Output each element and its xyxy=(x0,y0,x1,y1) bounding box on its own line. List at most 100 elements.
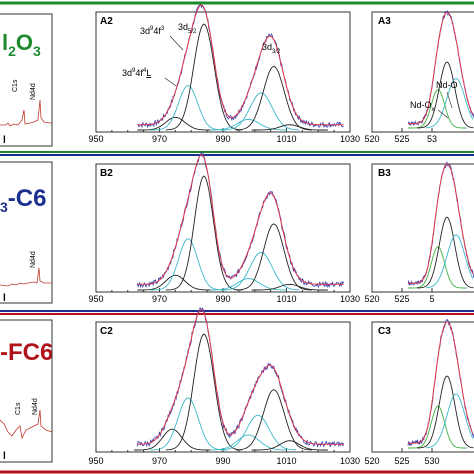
fit-component xyxy=(416,216,474,289)
x-tick-label: 990 xyxy=(215,294,230,304)
x-tick-label: 970 xyxy=(152,294,167,304)
survey-corner-label: l xyxy=(3,293,6,304)
fit-component xyxy=(210,118,287,131)
survey-frame xyxy=(0,13,53,147)
nd3d-panel-b: 950 970 990 1010 1030 B2 xyxy=(88,150,360,304)
fit-envelope xyxy=(408,321,474,444)
x-tick-label: 1030 xyxy=(340,134,360,144)
fit-component xyxy=(222,92,300,131)
x-tick-label: 950 xyxy=(88,134,103,144)
fit-component xyxy=(251,124,328,131)
survey-label-nd4d: Nd4d xyxy=(30,251,37,268)
annotation-leader xyxy=(437,109,449,119)
survey-corner-label: l xyxy=(3,135,6,146)
row-c-title: -FC6 xyxy=(0,339,53,366)
o1s-panel-c: 520 525 530 C3 xyxy=(364,318,474,466)
fit-component xyxy=(235,389,312,451)
fit-envelope xyxy=(137,4,344,126)
fit-envelope xyxy=(137,154,344,285)
annotation-3d9-4f3: 3d94f3 xyxy=(140,26,165,36)
nd3d-panel-c: 950 970 990 1010 1030 C2 xyxy=(88,307,360,466)
x-tick-label: 525 xyxy=(394,294,409,304)
survey-label-nd4d: Nd4d xyxy=(32,398,39,415)
fit-component xyxy=(425,393,474,449)
x-tick-label: 970 xyxy=(152,134,167,144)
x-tick-label: 5 xyxy=(429,294,434,304)
panel-label: A3 xyxy=(378,16,391,27)
row-b-survey-panel: Nd4d l xyxy=(0,161,53,304)
x-tick-label: 970 xyxy=(152,456,167,466)
fit-component xyxy=(165,175,243,291)
plot-frame xyxy=(371,11,474,133)
fit-component xyxy=(150,85,227,131)
annotation-nd-o: Nd-O xyxy=(436,80,458,90)
x-tick-label: 520 xyxy=(364,134,379,144)
row-a-survey-panel: C1s Nd4d l xyxy=(0,13,53,147)
o1s-panel-a: 520 525 53 A3 Nd-ONd-Ox xyxy=(364,10,474,144)
row-a: l2O3 C1s Nd4d l 950 970 990 1010 1030 A2 3d94f… xyxy=(0,4,474,147)
row-b: 3-C6 Nd4d l 950 970 990 1010 1030 B2 520 525 5 B… xyxy=(0,150,474,304)
fit-component xyxy=(416,375,474,449)
fit-component xyxy=(416,61,474,129)
survey-label-c1s: C1s xyxy=(15,402,22,415)
annotation-leader xyxy=(446,91,453,109)
survey-spectrum xyxy=(0,267,52,287)
x-tick-label: 950 xyxy=(88,456,103,466)
o1s-panel-b: 520 525 5 B3 xyxy=(364,161,474,304)
row-c-survey-panel: C1s Nd4d l xyxy=(0,319,53,463)
x-tick-label: 950 xyxy=(88,294,103,304)
fit-component xyxy=(251,440,328,451)
fit-component xyxy=(222,251,300,291)
fit-component xyxy=(425,234,474,289)
x-tick-label: 1030 xyxy=(340,456,360,466)
fit-component xyxy=(134,428,211,451)
fit-component xyxy=(149,397,227,451)
x-tick-label: 990 xyxy=(215,456,230,466)
fit-component xyxy=(165,333,243,451)
survey-label-c1s: C1s xyxy=(12,79,19,92)
plot-frame xyxy=(371,321,474,453)
survey-frame xyxy=(0,319,53,463)
row-b-title: 3-C6 xyxy=(0,185,46,215)
panel-label: C2 xyxy=(100,326,113,337)
x-tick-label: 1010 xyxy=(276,456,296,466)
x-tick-label: 520 xyxy=(364,456,379,466)
x-tick-label: 990 xyxy=(215,134,230,144)
x-tick-label: 525 xyxy=(394,134,409,144)
fit-component xyxy=(210,434,287,451)
x-tick-label: 530 xyxy=(424,456,439,466)
fit-component xyxy=(235,223,312,291)
plot-frame xyxy=(371,163,474,293)
survey-label-nd4d: Nd4d xyxy=(30,83,37,100)
panel-label: C3 xyxy=(378,326,391,337)
fit-envelope xyxy=(408,163,474,284)
x-tick-label: 53 xyxy=(427,134,437,144)
annotation-3d9-4f4-l: 3d94f4L xyxy=(122,68,151,78)
fit-component xyxy=(165,23,243,131)
panel-label: A2 xyxy=(100,16,113,27)
plot-frame xyxy=(95,321,351,453)
survey-corner-label: l xyxy=(3,451,6,462)
row-a-title: l2O3 xyxy=(2,30,41,59)
annotation-3d3-2: 3d3/2 xyxy=(262,42,281,55)
annotation-nd-ox: Nd-Ox xyxy=(410,100,435,113)
x-tick-label: 525 xyxy=(394,456,409,466)
fit-component xyxy=(137,274,214,291)
nd3d-panel-a: 950 970 990 1010 1030 A2 3d94f3 3d5/2 3d94f4L 3d3… xyxy=(88,4,360,144)
fit-envelope xyxy=(408,11,474,125)
data-trace xyxy=(136,307,344,448)
x-tick-label: 1010 xyxy=(276,134,296,144)
annotation-leader xyxy=(169,35,184,51)
x-tick-label: 1030 xyxy=(340,294,360,304)
x-tick-label: 520 xyxy=(364,294,379,304)
panel-label: B2 xyxy=(100,168,113,179)
fit-component xyxy=(210,278,287,291)
annotation-3d5-2: 3d5/2 xyxy=(178,22,197,35)
fit-component xyxy=(219,414,297,451)
annotation-leader xyxy=(164,77,177,87)
plot-frame xyxy=(95,163,351,293)
survey-frame xyxy=(0,161,53,304)
fit-component xyxy=(251,283,328,291)
